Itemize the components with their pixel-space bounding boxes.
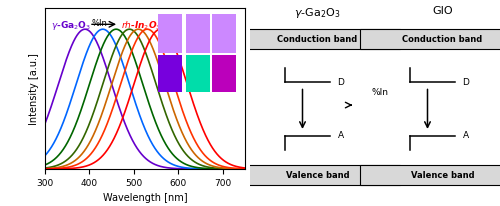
Text: Valence band: Valence band [410, 171, 474, 180]
Text: %In: %In [372, 88, 388, 97]
Bar [158, 55, 182, 92]
Text: $\gamma$-Ga$_2$O$_3$: $\gamma$-Ga$_2$O$_3$ [51, 20, 91, 33]
Text: Valence band: Valence band [286, 171, 350, 180]
Bar [235, 165, 400, 185]
Bar [158, 14, 182, 53]
Bar [360, 29, 500, 49]
Text: Conduction band: Conduction band [278, 35, 357, 44]
Text: A: A [338, 131, 344, 140]
Y-axis label: Intensity [a.u.]: Intensity [a.u.] [30, 53, 40, 124]
Text: D: D [338, 78, 344, 87]
Text: $rh$-In$_2$O$_3$: $rh$-In$_2$O$_3$ [121, 20, 162, 32]
Bar [186, 14, 210, 53]
Text: A: A [462, 131, 468, 140]
Text: Conduction band: Conduction band [402, 35, 482, 44]
Bar [212, 14, 236, 53]
Bar [212, 55, 236, 92]
Bar [186, 55, 210, 92]
Text: %In: %In [91, 20, 107, 28]
Text: Ga₂O₃  GIO   In₂O₃: Ga₂O₃ GIO In₂O₃ [156, 11, 200, 15]
Text: GIO: GIO [432, 6, 453, 16]
Text: D: D [462, 78, 469, 87]
Text: $\gamma$-Ga$_2$O$_3$: $\gamma$-Ga$_2$O$_3$ [294, 6, 341, 20]
Bar [235, 29, 400, 49]
Bar [360, 165, 500, 185]
X-axis label: Wavelength [nm]: Wavelength [nm] [102, 193, 188, 203]
